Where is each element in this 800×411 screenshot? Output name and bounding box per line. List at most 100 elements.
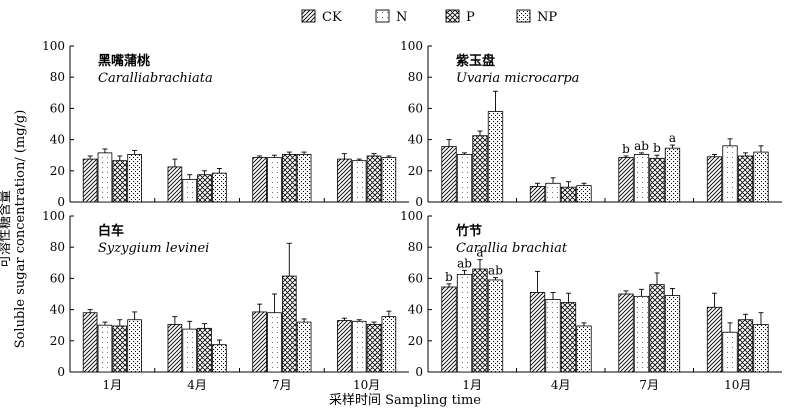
y-axis-title-zh: 可溶性糖含量 <box>0 190 13 268</box>
panel-title-zh: 紫玉盘 <box>456 53 495 69</box>
bar-n <box>97 324 113 373</box>
bar-p <box>560 302 577 373</box>
bar-n <box>545 299 561 373</box>
y-tick-label: 40 <box>408 303 423 317</box>
panel-title-sci: Uvaria microcarpa <box>456 71 579 86</box>
panels: 0 20 40 60 80 100 黑嘴蒲桃 Caralliabrachiata 0 20 40 60… <box>42 39 782 392</box>
bar-ck <box>618 293 634 373</box>
y-tick-label: 40 <box>408 133 423 147</box>
legend-swatch-n <box>375 9 390 23</box>
x-tick-label: 4月 <box>551 378 571 392</box>
bar-p <box>197 174 212 203</box>
y-tick-label: 80 <box>50 70 65 84</box>
bar-n <box>633 154 650 203</box>
y-tick-label: 100 <box>42 39 65 53</box>
legend-label-p: P <box>466 10 475 25</box>
bar-n <box>722 331 738 373</box>
bar-p <box>112 160 128 203</box>
y-tick-label: 60 <box>50 271 65 285</box>
y-tick-label: 100 <box>400 39 423 53</box>
bar-ck <box>618 157 634 203</box>
y-tick-label: 20 <box>408 334 423 348</box>
bar-p <box>281 275 297 373</box>
significance-label: b <box>653 141 661 155</box>
bar-np <box>212 344 227 373</box>
panel-title-sci: Caralliabrachiata <box>98 71 213 86</box>
significance-label: a <box>669 131 676 145</box>
significance-label: a <box>476 246 483 260</box>
bar-p <box>281 154 297 203</box>
bar-ck <box>252 157 267 203</box>
bar-n <box>267 312 282 373</box>
legend-swatch-ck <box>301 9 316 23</box>
bar-np <box>576 185 592 203</box>
bar-np <box>212 172 227 203</box>
bar-np <box>127 319 142 373</box>
x-tick-label: 10月 <box>724 378 751 392</box>
bar-p <box>197 327 212 373</box>
bar-p <box>649 157 665 203</box>
bar-np <box>381 157 397 203</box>
bar-np <box>296 154 312 203</box>
bar-ck <box>82 312 98 373</box>
bar-np <box>127 154 142 203</box>
significance-label: ab <box>488 264 503 278</box>
bar-p <box>737 319 754 373</box>
bar-ck <box>167 166 183 203</box>
legend-label-n: N <box>396 10 407 25</box>
x-tick-label: 1月 <box>103 378 123 392</box>
y-tick-label: 40 <box>50 133 65 147</box>
x-tick-label: 4月 <box>187 378 207 392</box>
bar-n <box>545 182 561 203</box>
bar-ck <box>706 156 723 203</box>
panel-title-zh: 竹节 <box>455 223 482 239</box>
bar-n <box>722 145 738 203</box>
bar-ck <box>337 320 352 373</box>
y-tick-label: 80 <box>408 70 423 84</box>
bar-np <box>381 316 397 373</box>
y-tick-label: 20 <box>50 164 65 178</box>
bar-ck <box>82 158 98 203</box>
legend: CK N P NP <box>301 9 557 25</box>
y-tick-label: 80 <box>50 240 65 254</box>
panel-1: 0 20 40 60 80 100 黑嘴蒲桃 Caralliabrachiata <box>42 39 409 209</box>
bar-np <box>664 147 681 203</box>
legend-swatch-p <box>445 9 460 23</box>
x-tick-label: 7月 <box>272 378 292 392</box>
bar-ck <box>706 306 723 373</box>
legend-swatch-np <box>516 9 531 23</box>
bar-n <box>456 274 473 373</box>
bar-ck <box>441 146 457 203</box>
y-tick-label: 0 <box>57 195 65 209</box>
y-tick-label: 100 <box>400 209 423 223</box>
bar-ck <box>167 324 183 373</box>
bar-ck <box>252 311 267 373</box>
bar-p <box>737 155 754 203</box>
panel-3: 0 20 40 60 80 100 1月 4月 7月 10月 白车 Syzygium levinei <box>42 209 409 392</box>
y-axis-title-en: Soluble sugar concentration/ (mg/g) <box>13 110 28 349</box>
significance-label: b <box>622 142 630 156</box>
bar-np <box>487 111 504 203</box>
legend-label-ck: CK <box>322 10 342 25</box>
bar-n <box>456 154 473 203</box>
panel-title-zh: 白车 <box>98 223 124 239</box>
bar-p <box>560 186 577 203</box>
bar-p <box>366 324 382 373</box>
bar-ck <box>529 185 546 203</box>
y-tick-label: 80 <box>408 240 423 254</box>
y-tick-label: 0 <box>415 195 423 209</box>
x-tick-label: 10月 <box>353 378 380 392</box>
bar-n <box>267 157 282 203</box>
y-tick-label: 40 <box>50 303 65 317</box>
bar-p <box>112 325 128 373</box>
bar-n <box>351 320 367 373</box>
panel-title-sci: Syzygium levinei <box>98 241 209 256</box>
y-tick-label: 60 <box>50 101 65 115</box>
y-tick-label: 0 <box>415 365 423 379</box>
bar-np <box>753 151 769 203</box>
bar-n <box>97 152 113 203</box>
y-tick-label: 60 <box>408 271 423 285</box>
